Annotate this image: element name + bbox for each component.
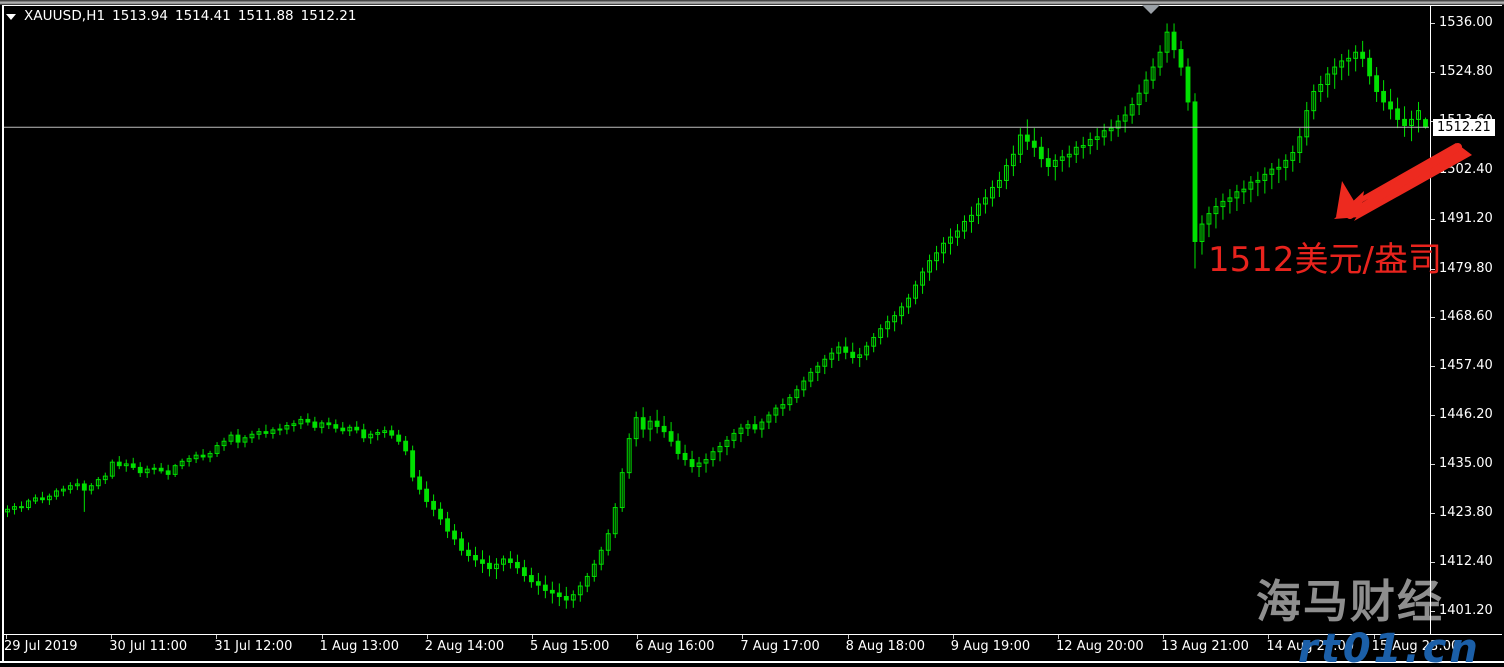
price-tick: 1401.20 xyxy=(1431,603,1503,618)
price-tick-mark xyxy=(1431,611,1435,613)
price-tick-label: 1401.20 xyxy=(1439,603,1493,619)
price-tick: 1468.60 xyxy=(1431,309,1503,324)
time-tick-mark xyxy=(426,635,428,639)
candle-series xyxy=(5,23,1428,609)
current-price-tag: 1512.21 xyxy=(1433,119,1495,137)
price-tick-label: 1468.60 xyxy=(1439,309,1493,325)
time-tick-mark xyxy=(532,635,533,639)
time-tick-label: 7 Aug 17:00 xyxy=(740,639,820,654)
time-tick-mark xyxy=(1058,635,1059,639)
price-tick-label: 1446.20 xyxy=(1439,407,1493,423)
time-tick-mark xyxy=(6,635,7,639)
price-tick-label: 1491.20 xyxy=(1439,210,1493,226)
bottom-divider xyxy=(0,661,1504,667)
price-axis[interactable]: 1536.001524.801513.601502.401491.201479.… xyxy=(1430,6,1502,634)
time-tick-label: 9 Aug 19:00 xyxy=(950,639,1031,654)
watermark-blue: rt01.cn xyxy=(1298,626,1481,667)
price-tick: 1479.80 xyxy=(1431,261,1503,276)
watermark-gray: 海马财经 xyxy=(1256,575,1445,628)
price-tick: 1412.40 xyxy=(1431,554,1503,569)
price-tick: 1524.80 xyxy=(1431,64,1503,79)
ohlc-close: 1512.21 xyxy=(300,8,357,24)
price-tick-mark xyxy=(1431,366,1435,368)
ohlc-low: 1511.88 xyxy=(237,8,294,24)
price-tick-mark xyxy=(1431,562,1435,564)
candlestick-plot[interactable] xyxy=(4,6,1429,634)
price-tick: 1423.80 xyxy=(1431,505,1503,520)
price-tick: 1491.20 xyxy=(1431,211,1503,226)
time-tick-label: 13 Aug 21:00 xyxy=(1161,639,1249,654)
time-tick-mark xyxy=(847,635,849,639)
price-tick-label: 1536.00 xyxy=(1439,15,1493,31)
price-tick-label: 1423.80 xyxy=(1439,504,1493,520)
price-tick-mark xyxy=(1431,23,1435,25)
price-tick-mark xyxy=(1431,218,1435,220)
ohlc-high: 1514.41 xyxy=(174,8,231,24)
time-tick-label: 31 Jul 12:00 xyxy=(214,639,293,654)
price-tick-mark xyxy=(1431,317,1435,319)
price-tick-mark xyxy=(1431,72,1435,74)
price-tick: 1536.00 xyxy=(1431,15,1503,30)
time-tick-mark xyxy=(637,635,639,639)
price-tick-mark xyxy=(1431,463,1435,465)
time-tick-label: 30 Jul 11:00 xyxy=(109,639,188,654)
ohlc-open: 1513.94 xyxy=(112,8,168,24)
price-tick: 1457.40 xyxy=(1431,358,1503,373)
price-tick-mark xyxy=(1431,169,1435,171)
chevron-down-icon[interactable] xyxy=(1142,5,1160,14)
time-tick-label: 12 Aug 20:00 xyxy=(1056,639,1144,654)
symbol-label: XAUUSD,H1 xyxy=(24,8,106,24)
time-tick-label: 2 Aug 14:00 xyxy=(424,639,505,654)
price-tick-mark xyxy=(1431,415,1435,417)
price-tick-mark xyxy=(1431,512,1435,514)
window-chrome-strip xyxy=(0,0,1504,5)
time-tick-mark xyxy=(1373,635,1375,639)
price-tick-label: 1502.40 xyxy=(1439,161,1493,177)
time-tick-mark xyxy=(1268,635,1270,639)
time-tick-mark xyxy=(952,635,954,639)
price-tick-label: 1435.00 xyxy=(1439,455,1493,471)
price-tick-label: 1412.40 xyxy=(1439,554,1493,570)
symbol-ohlc-bar: XAUUSD,H1 1513.94 1514.41 1511.88 1512.2… xyxy=(6,7,356,25)
time-tick-mark xyxy=(111,635,113,639)
time-tick-label: 14 Aug 22:00 xyxy=(1266,639,1355,654)
time-axis[interactable]: 29 Jul 2019 30 Jul 11:00 31 Jul 12:00 1 Aug… xyxy=(4,634,1502,660)
price-tick: 1446.20 xyxy=(1431,407,1503,422)
price-tick: 1435.00 xyxy=(1431,456,1503,471)
caret-down-icon[interactable] xyxy=(6,14,16,20)
time-tick-mark xyxy=(216,635,218,639)
time-tick-label: 5 Aug 15:00 xyxy=(530,639,610,654)
candles-svg xyxy=(4,23,1429,609)
time-tick-mark xyxy=(1163,635,1165,639)
price-tick: 1502.40 xyxy=(1431,162,1503,177)
price-tick-label: 1457.40 xyxy=(1439,358,1493,374)
price-tick-label: 1524.80 xyxy=(1439,64,1493,80)
time-tick-label: 1 Aug 13:00 xyxy=(319,639,399,654)
time-tick-label: 6 Aug 16:00 xyxy=(635,639,715,654)
price-tick-mark xyxy=(1431,268,1435,270)
time-tick-mark xyxy=(321,635,323,639)
time-tick-label: 8 Aug 18:00 xyxy=(845,639,925,654)
time-tick-label: 29 Jul 2019 xyxy=(4,639,78,654)
price-annotation-label: 1512美元/盎司 xyxy=(1208,240,1442,280)
time-tick-label: 15 Aug 23:00 xyxy=(1371,639,1460,654)
price-tick-label: 1479.80 xyxy=(1439,260,1493,276)
time-tick-mark xyxy=(742,635,744,639)
